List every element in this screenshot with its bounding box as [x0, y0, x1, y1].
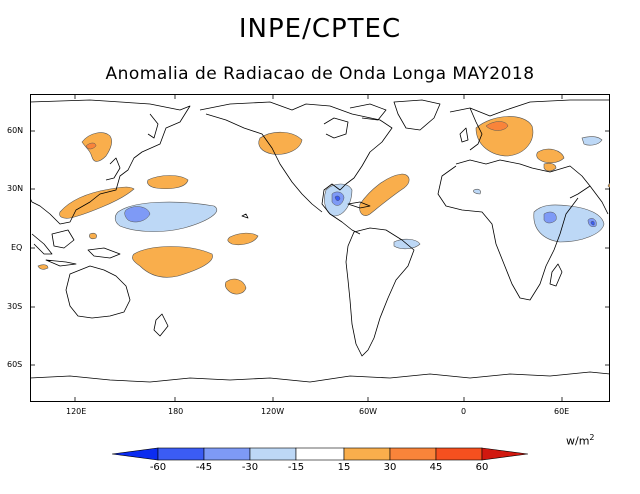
legend-tick-n60: -60: [149, 462, 167, 473]
coastline-hudson: [323, 117, 349, 139]
lat-label-30n: 30N: [7, 184, 24, 193]
coastline-cuba: [347, 201, 371, 209]
anomaly-pos-central-asia: [536, 148, 565, 164]
lon-label-60e: 60E: [554, 407, 570, 416]
axis-ticks: [30, 94, 610, 402]
lon-label-120e: 120E: [66, 407, 87, 416]
anomaly-pos-atlantic: [359, 173, 410, 216]
coastline-scandinavia: [469, 107, 483, 151]
coastline-uk: [459, 127, 469, 143]
legend-tick-n30: -30: [241, 462, 259, 473]
legend-tick-n45: -45: [195, 462, 213, 473]
coastline-japan: [105, 157, 121, 181]
coastline-mediterranean: [455, 159, 591, 199]
legend-swatch-n45-n30: [203, 447, 251, 461]
legend-tick-60: 60: [475, 462, 489, 473]
anomaly-core-east-africa: [543, 211, 557, 224]
legend-swatch-n15-15: [295, 447, 345, 461]
legend-tick-n15: -15: [287, 462, 305, 473]
legend-swatch-15-30: [343, 447, 391, 461]
coastline-sumatra: [31, 233, 53, 255]
map-subtitle: Anomalia de Radiacao de Onda Longa MAY20…: [105, 64, 535, 84]
lat-label-60n: 60N: [7, 126, 24, 135]
anomaly-pos-southern-pacific-blob: [224, 278, 247, 295]
legend-arrow-low: [112, 447, 159, 461]
world-map: [30, 94, 610, 402]
coastline-borneo: [51, 229, 75, 249]
positive-anomaly-cores: [85, 121, 509, 150]
anomaly-strong-core-africa: [590, 221, 595, 226]
units-label: w/m2: [566, 433, 595, 448]
anomaly-core-russia: [485, 121, 509, 131]
anomaly-pos-east-asia: [59, 186, 135, 219]
anomaly-strong-core-gulf: [334, 195, 341, 201]
legend-tick-45: 45: [429, 462, 443, 473]
legend-arrow-high: [481, 447, 528, 461]
legend-swatch-30-45: [389, 447, 437, 461]
lon-label-120w: 120W: [261, 407, 285, 416]
coastline-madagascar: [549, 263, 563, 287]
negative-anomaly-strong-cores: [334, 195, 595, 226]
legend-swatch-45-60: [435, 447, 483, 461]
coastline-south-america: [345, 227, 415, 357]
anomaly-pos-philippines: [89, 232, 97, 240]
anomaly-pos-indonesia-west: [37, 264, 49, 270]
coastline-java: [45, 259, 77, 267]
anomaly-pos-india-small: [543, 162, 557, 172]
coastline-india: [589, 185, 609, 215]
coastlines: [30, 99, 610, 383]
anomaly-core-west-pacific: [124, 206, 151, 223]
anomaly-pos-alaska: [258, 131, 303, 155]
anomaly-pos-north-pacific: [147, 175, 189, 190]
lon-label-0: 0: [461, 407, 467, 416]
lon-label-180: 180: [168, 407, 184, 416]
units-exponent: 2: [589, 433, 595, 442]
coastline-kamchatka: [147, 113, 159, 139]
anomaly-pos-siberia: [81, 132, 112, 162]
coastline-greenland: [393, 99, 441, 131]
legend-tick-30: 30: [383, 462, 397, 473]
lat-label-30s: 30S: [7, 302, 23, 311]
lat-label-60s: 60S: [7, 360, 23, 369]
legend-swatch-n30-n15: [249, 447, 297, 461]
legend-swatch-n60-n45: [157, 447, 205, 461]
lat-label-eq: EQ: [11, 243, 23, 252]
anomaly-neg-middle-east: [581, 136, 603, 146]
coastline-baffin: [349, 103, 387, 121]
coastline-asia: [30, 99, 191, 225]
coastline-hawaii: [241, 213, 249, 219]
coastline-north-america: [199, 101, 393, 235]
coastline-new-guinea: [87, 247, 121, 259]
units-base: w/m: [566, 434, 590, 448]
coastline-west-na: [205, 113, 323, 213]
anomaly-core-siberia: [85, 142, 97, 150]
coastline-africa: [437, 165, 579, 301]
lon-label-60w: 60W: [359, 407, 378, 416]
legend-tick-15: 15: [337, 462, 351, 473]
coastline-antarctica: [30, 371, 610, 383]
anomaly-pos-south-pacific: [227, 232, 259, 246]
color-legend: [112, 447, 528, 461]
anomaly-pos-southwest-pacific: [132, 246, 213, 278]
coastline-new-zealand: [153, 313, 169, 337]
coastline-australia: [65, 265, 131, 319]
page-title: INPE/CPTEC: [238, 14, 402, 44]
anomaly-neg-north-africa: [473, 188, 481, 195]
